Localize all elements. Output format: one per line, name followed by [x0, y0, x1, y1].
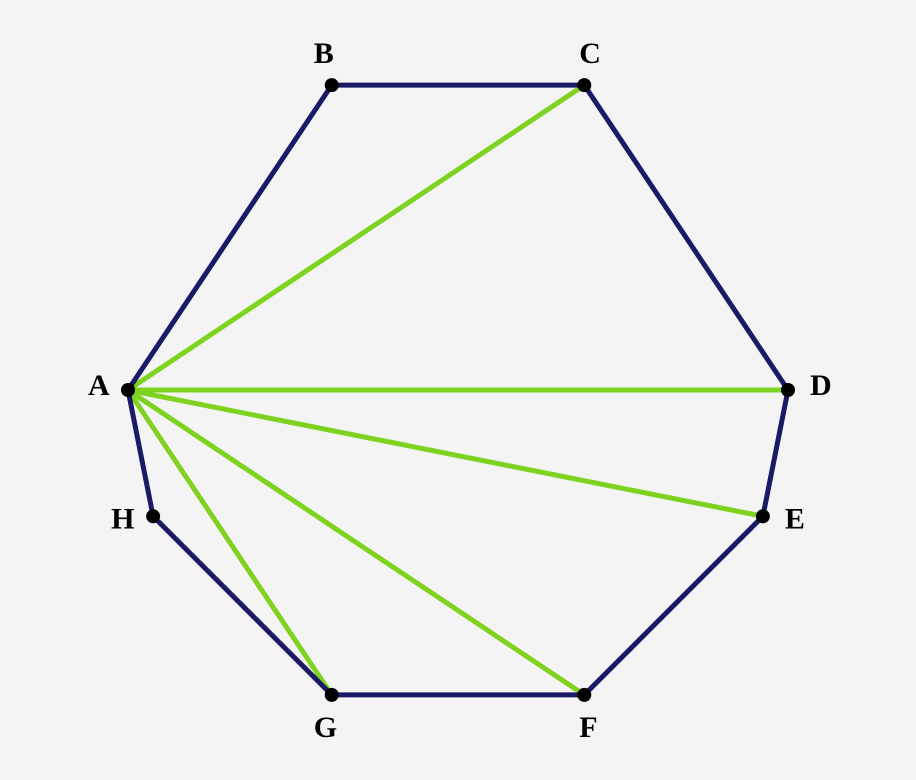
vertex-A [121, 383, 135, 397]
label-H: H [111, 502, 134, 535]
label-E: E [785, 502, 805, 535]
edge-E-F [584, 516, 763, 695]
diagonal-A-G [128, 390, 332, 695]
label-B: B [314, 37, 334, 70]
edge-C-D [584, 85, 788, 390]
vertex-B [325, 78, 339, 92]
label-A: A [88, 369, 110, 402]
edge-G-H [153, 516, 332, 695]
label-D: D [810, 369, 832, 402]
vertex-F [577, 688, 591, 702]
vertex-D [781, 383, 795, 397]
vertex-G [325, 688, 339, 702]
label-F: F [579, 711, 597, 744]
vertex-E [756, 509, 770, 523]
octagon-diagonals-diagram: A B C D E F G H [0, 0, 916, 780]
edge-D-E [763, 390, 788, 516]
label-G: G [314, 711, 337, 744]
label-C: C [579, 37, 601, 70]
vertex-H [146, 509, 160, 523]
vertex-C [577, 78, 591, 92]
edge-A-B [128, 85, 332, 390]
diagonal-A-C [128, 85, 584, 390]
